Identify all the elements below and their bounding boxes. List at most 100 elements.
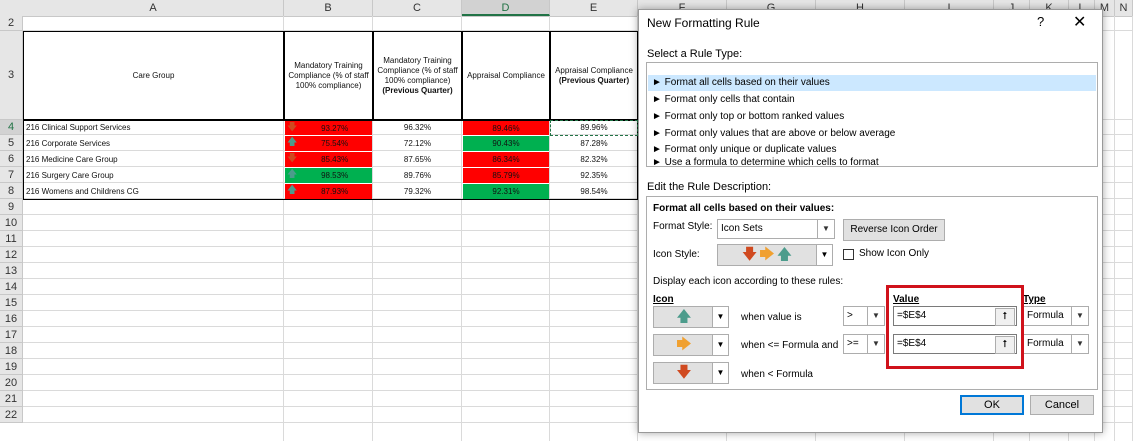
mandatory-training-cell[interactable]: 🡅 87.93% [285, 184, 372, 199]
rule-type-item[interactable]: ► Format only cells that contain [652, 94, 795, 105]
format-all-label: Format all cells based on their values: [653, 203, 835, 214]
care-group-text: 216 Corporate Services [26, 138, 111, 148]
range-picker-icon[interactable]: ⭡ [995, 308, 1015, 326]
column-header[interactable]: N [1115, 0, 1133, 16]
show-icon-only-checkbox[interactable] [843, 249, 854, 260]
value-column-header: Value [893, 294, 920, 305]
appraisal-prev-cell[interactable]: 92.35% [550, 167, 638, 183]
row-header[interactable]: 9 [0, 199, 23, 215]
mandatory-training-cell[interactable]: 🡅 98.53% [285, 168, 372, 183]
close-button[interactable]: ✕ [1073, 14, 1087, 31]
column-header[interactable]: I [905, 0, 994, 16]
column-header[interactable]: F [638, 0, 727, 16]
rule-icon-select[interactable]: 🡇 ▼ [653, 362, 729, 384]
mandatory-training-value: 75.54% [321, 139, 349, 148]
header-appraisal-text: Appraisal Compliance [467, 70, 545, 80]
column-header[interactable]: J [994, 0, 1030, 16]
care-group-cell[interactable]: 216 Womens and Childrens CG [24, 183, 284, 199]
row-header[interactable]: 18 [0, 343, 23, 359]
column-header[interactable]: G [727, 0, 816, 16]
mandatory-training-prev-cell[interactable]: 87.65% [373, 151, 462, 167]
range-picker-icon[interactable]: ⭡ [995, 336, 1015, 354]
mandatory-training-prev-cell[interactable]: 89.76% [373, 167, 462, 183]
gridline [23, 150, 1133, 151]
icon-style-label: Icon Style: [653, 249, 700, 260]
format-style-select[interactable]: Icon Sets ▼ [717, 219, 835, 239]
row-header[interactable]: 12 [0, 247, 23, 263]
row-header[interactable]: 3 [0, 31, 23, 120]
mandatory-training-prev-cell[interactable]: 96.32% [373, 120, 462, 135]
row-header[interactable]: 13 [0, 263, 23, 279]
copy-marquee [550, 120, 638, 136]
care-group-cell[interactable]: 216 Clinical Support Services [24, 120, 284, 135]
appraisal-prev-cell[interactable]: 82.32% [550, 151, 638, 167]
column-header[interactable]: L [1069, 0, 1095, 16]
appraisal-value: 86.34% [492, 155, 520, 164]
rule-icon-select[interactable]: 🡆 ▼ [653, 334, 729, 356]
help-button[interactable]: ? [1037, 14, 1045, 29]
ok-button[interactable]: OK [960, 395, 1024, 415]
row-header[interactable]: 7 [0, 167, 23, 183]
column-header[interactable]: C [373, 0, 462, 16]
column-header[interactable]: E [550, 0, 638, 16]
appraisal-prev-cell[interactable]: 87.28% [550, 135, 638, 151]
row-header[interactable]: 15 [0, 295, 23, 311]
column-header[interactable]: M [1095, 0, 1115, 16]
appraisal-cell[interactable]: 90.43% [463, 136, 549, 151]
appraisal-cell[interactable]: 92.31% [463, 184, 549, 199]
column-header[interactable]: A [23, 0, 284, 16]
rule-type-item[interactable]: ► Format only unique or duplicate values [652, 144, 837, 155]
mandatory-training-prev-cell[interactable]: 72.12% [373, 135, 462, 151]
appraisal-cell[interactable]: 89.46% [463, 121, 549, 135]
mandatory-training-prev-value: 89.76% [403, 170, 432, 180]
appraisal-prev-cell[interactable]: 89.96% [550, 120, 638, 135]
rule-value-input[interactable]: =$E$4 ⭡ [893, 306, 1017, 326]
row-header[interactable]: 10 [0, 215, 23, 231]
column-header[interactable]: K [1030, 0, 1069, 16]
row-header[interactable]: 19 [0, 359, 23, 375]
mandatory-training-cell[interactable]: 🡇 85.43% [285, 152, 372, 167]
row-header[interactable]: 16 [0, 311, 23, 327]
rule-type-item[interactable]: ► Format only values that are above or b… [652, 128, 896, 139]
mandatory-training-cell[interactable]: 🡅 75.54% [285, 136, 372, 151]
column-header[interactable]: B [284, 0, 373, 16]
row-header[interactable]: 21 [0, 391, 23, 407]
gridline [23, 262, 1133, 263]
icon-style-select[interactable]: 🡇🡆🡅 ▼ [717, 244, 833, 266]
row-header[interactable]: 17 [0, 327, 23, 343]
row-header[interactable]: 22 [0, 407, 23, 423]
header-mandatory-training-text: Mandatory Training Compliance (% of staf… [288, 60, 369, 90]
chevron-down-icon: ▼ [712, 307, 728, 327]
appraisal-prev-cell[interactable]: 98.54% [550, 183, 638, 199]
rule-type-select[interactable]: Formula ▼ [1023, 334, 1089, 354]
cancel-button[interactable]: Cancel [1030, 395, 1094, 415]
column-header[interactable]: D [462, 0, 550, 16]
row-header[interactable]: 6 [0, 151, 23, 167]
rule-type-select[interactable]: Formula ▼ [1023, 306, 1089, 326]
row-header[interactable]: 8 [0, 183, 23, 199]
row-header[interactable]: 2 [0, 16, 23, 31]
rule-operator-select[interactable]: > ▼ [843, 306, 885, 326]
appraisal-cell[interactable]: 85.79% [463, 168, 549, 183]
mandatory-training-cell[interactable]: 🡇 93.27% [285, 121, 372, 135]
gridline [23, 374, 1133, 375]
care-group-cell[interactable]: 216 Medicine Care Group [24, 151, 284, 167]
rule-type-item[interactable]: ► Format all cells based on their values [648, 75, 1096, 91]
mandatory-training-prev-cell[interactable]: 79.32% [373, 183, 462, 199]
rule-value-input[interactable]: =$E$4 ⭡ [893, 334, 1017, 354]
column-header[interactable]: H [816, 0, 905, 16]
row-header[interactable]: 20 [0, 375, 23, 391]
rule-type-item[interactable]: ► Use a formula to determine which cells… [652, 157, 879, 168]
reverse-icon-order-button[interactable]: Reverse Icon Order [843, 219, 945, 241]
row-header[interactable]: 11 [0, 231, 23, 247]
row-header[interactable]: 4 [0, 120, 23, 135]
care-group-cell[interactable]: 216 Surgery Care Group [24, 167, 284, 183]
row-header[interactable]: 14 [0, 279, 23, 295]
rule-type-item[interactable]: ► Format only top or bottom ranked value… [652, 111, 845, 122]
row-header[interactable]: 5 [0, 135, 23, 151]
care-group-cell[interactable]: 216 Corporate Services [24, 135, 284, 151]
gridline [23, 198, 1133, 199]
rule-operator-select[interactable]: >= ▼ [843, 334, 885, 354]
appraisal-cell[interactable]: 86.34% [463, 152, 549, 167]
rule-icon-select[interactable]: 🡅 ▼ [653, 306, 729, 328]
